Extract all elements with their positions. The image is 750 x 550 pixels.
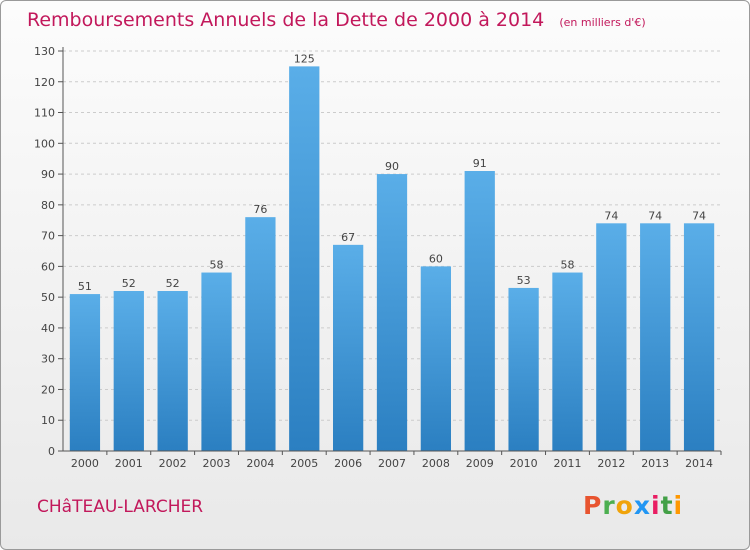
x-tick-label: 2014	[685, 457, 713, 470]
y-tick-label: 0	[48, 445, 55, 458]
logo-letter: o	[615, 491, 634, 520]
bar-value-label: 91	[473, 157, 487, 170]
y-tick-label: 100	[34, 137, 55, 150]
logo-letter: i	[651, 491, 661, 520]
chart-title: Remboursements Annuels de la Dette de 20…	[27, 9, 545, 31]
x-tick-label: 2009	[466, 457, 494, 470]
bar	[201, 272, 232, 451]
y-tick-label: 80	[41, 199, 55, 212]
y-tick-label: 90	[41, 168, 55, 181]
bar-value-label: 125	[294, 52, 315, 65]
labels: 0 10 20 30 40 50 60 70 80 90 100 110 120 130 51 2000 52 2…	[34, 45, 713, 470]
bar	[376, 174, 408, 452]
bar-value-label: 51	[78, 280, 92, 293]
bar-value-label: 52	[166, 277, 180, 290]
bar-value-label: 74	[604, 209, 618, 222]
y-tick-label: 130	[34, 45, 55, 58]
y-tick-label: 50	[41, 291, 55, 304]
bar-value-label: 74	[648, 209, 662, 222]
y-tick-label: 30	[41, 353, 55, 366]
bar	[289, 66, 320, 451]
axes	[58, 47, 722, 455]
y-tick-label: 120	[34, 76, 55, 89]
logo-letter: i	[673, 491, 684, 520]
x-tick-label: 2000	[71, 457, 99, 470]
bar	[420, 266, 452, 451]
y-tick-label: 70	[41, 230, 55, 243]
y-tick-label: 60	[41, 260, 55, 273]
x-tick-label: 2007	[378, 457, 406, 470]
logo-letter: r	[602, 491, 616, 520]
bar-value-label: 53	[517, 274, 531, 287]
bar	[69, 294, 101, 451]
commune-name: CHâTEAU-LARCHER	[37, 497, 204, 517]
x-tick-label: 2008	[422, 457, 450, 470]
bar-value-label: 90	[385, 160, 399, 173]
bar-value-label: 74	[692, 209, 706, 222]
bar	[552, 272, 583, 451]
bar	[683, 223, 715, 451]
x-tick-label: 2002	[159, 457, 187, 470]
bar	[332, 244, 364, 451]
bar-value-label: 60	[429, 252, 443, 265]
bar	[464, 171, 495, 451]
bar	[245, 217, 276, 451]
x-tick-label: 2004	[246, 457, 274, 470]
x-tick-label: 2003	[203, 457, 231, 470]
bar	[157, 291, 188, 451]
bar	[113, 291, 144, 451]
bar-value-label: 52	[122, 277, 136, 290]
logo-letter: P	[583, 491, 603, 520]
title-line: Remboursements Annuels de la Dette de 20…	[27, 9, 646, 31]
y-tick-label: 20	[41, 383, 55, 396]
bar-value-label: 58	[210, 259, 224, 272]
bar	[508, 287, 539, 451]
logo-letter: t	[660, 491, 674, 520]
bar	[596, 223, 627, 451]
bar-value-label: 67	[341, 231, 355, 244]
x-tick-label: 2013	[641, 457, 669, 470]
x-tick-label: 2010	[510, 457, 538, 470]
bars	[69, 66, 715, 452]
x-tick-label: 2012	[597, 457, 625, 470]
y-tick-label: 10	[41, 414, 55, 427]
y-tick-label: 110	[34, 107, 55, 120]
x-tick-label: 2001	[115, 457, 143, 470]
bar	[640, 223, 671, 451]
y-tick-label: 40	[41, 322, 55, 335]
proxiti-logo: Proxiti	[583, 491, 683, 520]
bar-value-label: 76	[253, 203, 267, 216]
logo-letter: x	[633, 491, 651, 520]
chart-unit: (en milliers d'€)	[559, 16, 646, 29]
x-tick-label: 2006	[334, 457, 362, 470]
bar-value-label: 58	[560, 259, 574, 272]
x-tick-label: 2005	[290, 457, 318, 470]
x-tick-label: 2011	[553, 457, 581, 470]
